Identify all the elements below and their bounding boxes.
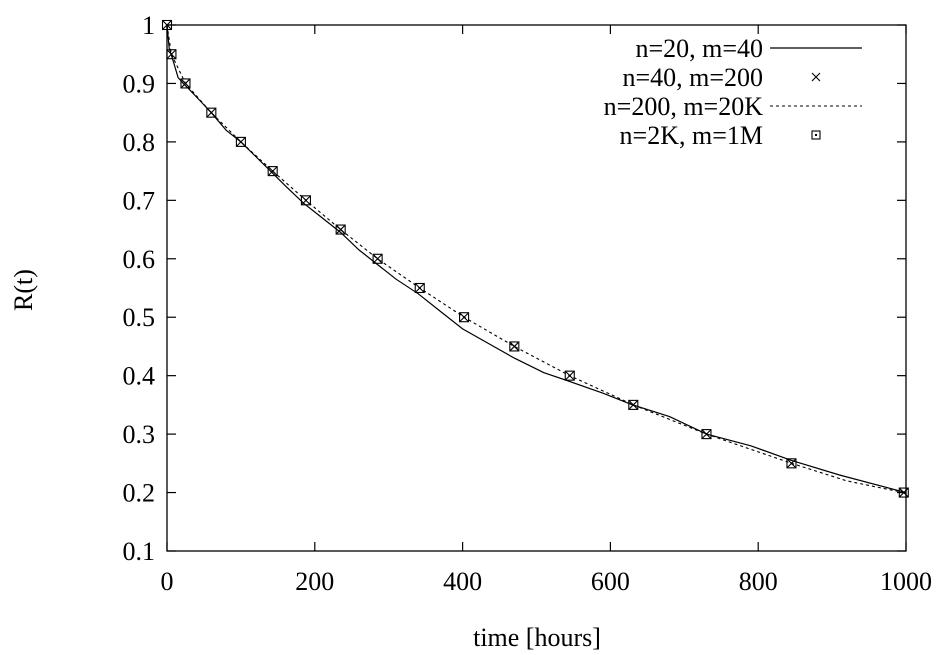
- y-tick-label: 0.6: [123, 245, 156, 274]
- legend-sample-square-marker: [811, 130, 821, 140]
- y-axis-label: R(t): [9, 269, 38, 311]
- square-marker-box: [414, 282, 425, 294]
- y-tick-label: 0.9: [123, 69, 156, 98]
- legend-entry-2: n=200, m=20K: [604, 92, 862, 121]
- x-tick-label: 600: [591, 567, 630, 596]
- square-marker-dot: [184, 82, 187, 85]
- y-tick-label: 0.5: [123, 303, 156, 332]
- square-marker-box: [509, 341, 520, 352]
- square-marker-dot: [170, 53, 173, 56]
- square-marker-box: [300, 195, 311, 206]
- square-marker-box: [166, 49, 177, 60]
- square-marker-point: [564, 370, 575, 381]
- square-marker-box: [811, 130, 821, 140]
- square-marker-dot: [376, 257, 379, 260]
- series-line-solid: [166, 24, 907, 494]
- square-marker-dot: [271, 170, 274, 173]
- legend-label: n=200, m=20K: [604, 92, 764, 121]
- x-axis-label: time [hours]: [473, 623, 601, 652]
- square-marker-dot: [513, 345, 516, 348]
- legend-label: n=40, m=200: [622, 63, 763, 92]
- square-marker-point: [701, 429, 712, 440]
- y-tick-label: 1: [142, 11, 155, 40]
- square-marker-box: [267, 166, 278, 177]
- series-layer: [161, 19, 909, 498]
- y-tick-label: 0.7: [123, 186, 156, 215]
- square-marker-point: [206, 107, 217, 118]
- y-tick-label: 0.2: [123, 479, 156, 508]
- square-marker-point: [372, 253, 383, 264]
- square-marker-point: [509, 341, 520, 352]
- x-tick-label: 400: [443, 567, 482, 596]
- square-marker-dot: [790, 462, 793, 465]
- series-line-dotted: [166, 24, 904, 494]
- square-marker-dot: [568, 374, 571, 377]
- y-tick-label: 0.4: [123, 362, 156, 391]
- square-marker-point: [335, 224, 346, 235]
- y-tick-label: 0.8: [123, 128, 156, 157]
- square-marker-dot: [632, 403, 635, 406]
- square-marker-dot: [705, 433, 708, 436]
- legend-label: n=20, m=40: [635, 34, 763, 63]
- square-marker-box: [701, 429, 712, 440]
- x-tick-label: 0: [161, 567, 174, 596]
- square-marker-box: [235, 136, 246, 147]
- y-tick-label: 0.1: [123, 537, 156, 566]
- x-tick-label: 800: [739, 567, 778, 596]
- series-1: [162, 20, 909, 498]
- square-marker-box: [786, 458, 797, 469]
- square-marker-point: [459, 312, 470, 323]
- square-marker-point: [628, 399, 639, 410]
- square-marker-point: [235, 136, 246, 147]
- plot-frame: [166, 24, 907, 552]
- series-3: [161, 19, 909, 498]
- square-marker-box: [459, 312, 470, 323]
- square-marker-dot: [210, 111, 213, 114]
- square-marker-dot: [815, 134, 817, 136]
- square-marker-point: [300, 195, 311, 206]
- square-marker-point: [180, 78, 191, 89]
- square-marker-point: [786, 458, 797, 469]
- square-marker-dot: [339, 228, 342, 231]
- legend-sample-x-marker: [811, 72, 821, 82]
- square-marker-dot: [463, 316, 466, 319]
- square-marker-dot: [239, 140, 242, 143]
- ticks-layer: 0 200 400 600 800 1000 0.1 0.2 0.3 0.4 0.5 0.6 0.7 0.…: [123, 11, 933, 596]
- square-marker-point: [267, 166, 278, 177]
- y-tick-label: 0.3: [123, 420, 156, 449]
- x-tick-label: 200: [295, 567, 334, 596]
- legend-label: n=2K, m=1M: [620, 121, 763, 150]
- square-marker-point: [166, 49, 177, 60]
- series-2: [166, 24, 904, 494]
- legend-entry-1: n=40, m=200: [622, 63, 821, 92]
- square-marker-point: [414, 282, 425, 294]
- square-marker-dot: [304, 199, 307, 202]
- legend-entry-3: n=2K, m=1M: [620, 121, 821, 150]
- series-0: [166, 24, 907, 494]
- square-marker-box: [628, 399, 639, 410]
- square-marker-box: [206, 107, 217, 118]
- legend-entry-0: n=20, m=40: [635, 34, 862, 63]
- square-marker-dot: [418, 287, 421, 289]
- plot-area: [166, 24, 907, 552]
- square-marker-box: [372, 253, 383, 264]
- square-marker-box: [335, 224, 346, 235]
- square-marker-box: [564, 370, 575, 381]
- x-tick-label: 1000: [880, 567, 932, 596]
- square-marker-box: [180, 78, 191, 89]
